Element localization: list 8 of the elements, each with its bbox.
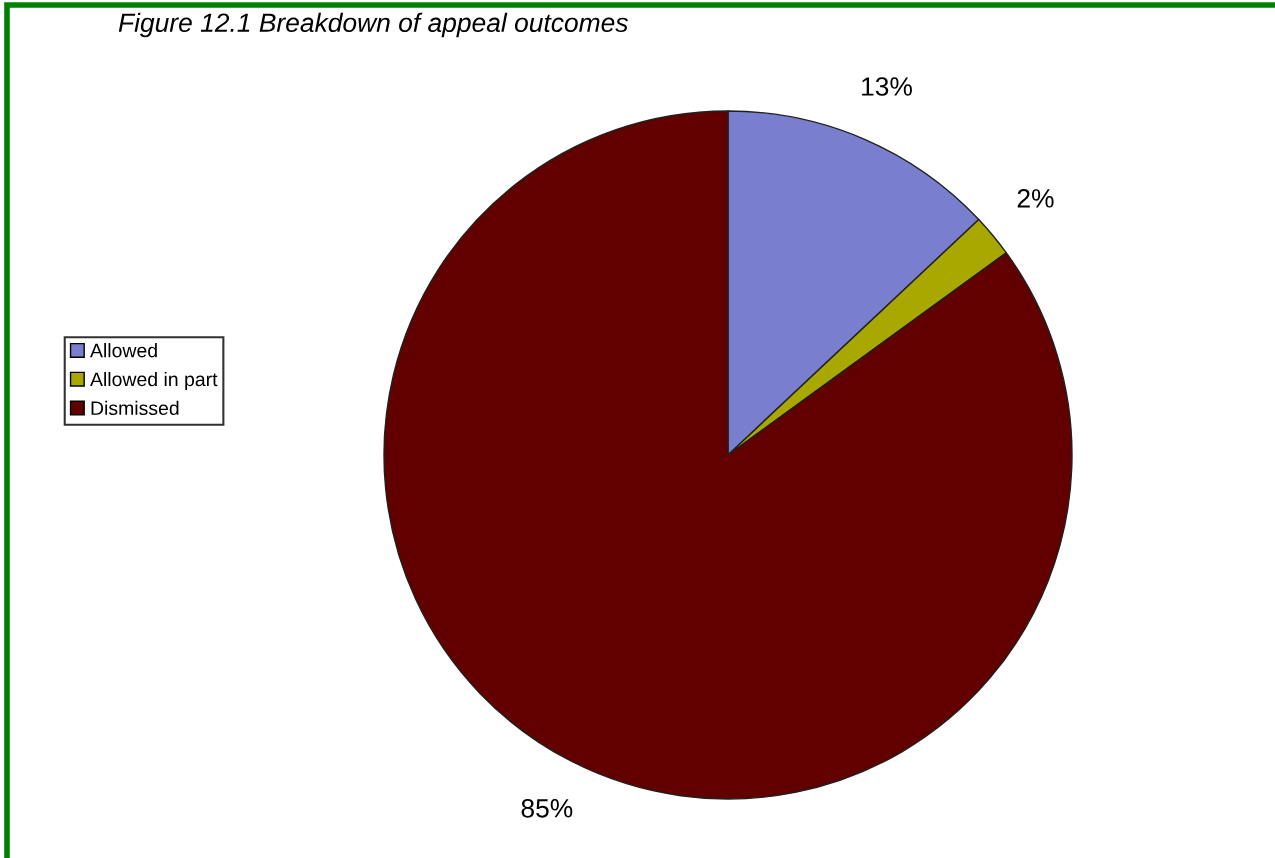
pie-slice — [383, 110, 1073, 800]
chart-title: Figure 12.1 Breakdown of appeal outcomes — [118, 12, 628, 38]
legend-label: Dismissed — [91, 400, 179, 416]
data-label: 13% — [862, 77, 912, 96]
legend-label: Allowed in part — [90, 371, 218, 391]
legend-label: Allowed — [90, 343, 157, 358]
data-label: 2% — [1017, 189, 1054, 208]
data-label: 85% — [521, 798, 573, 818]
